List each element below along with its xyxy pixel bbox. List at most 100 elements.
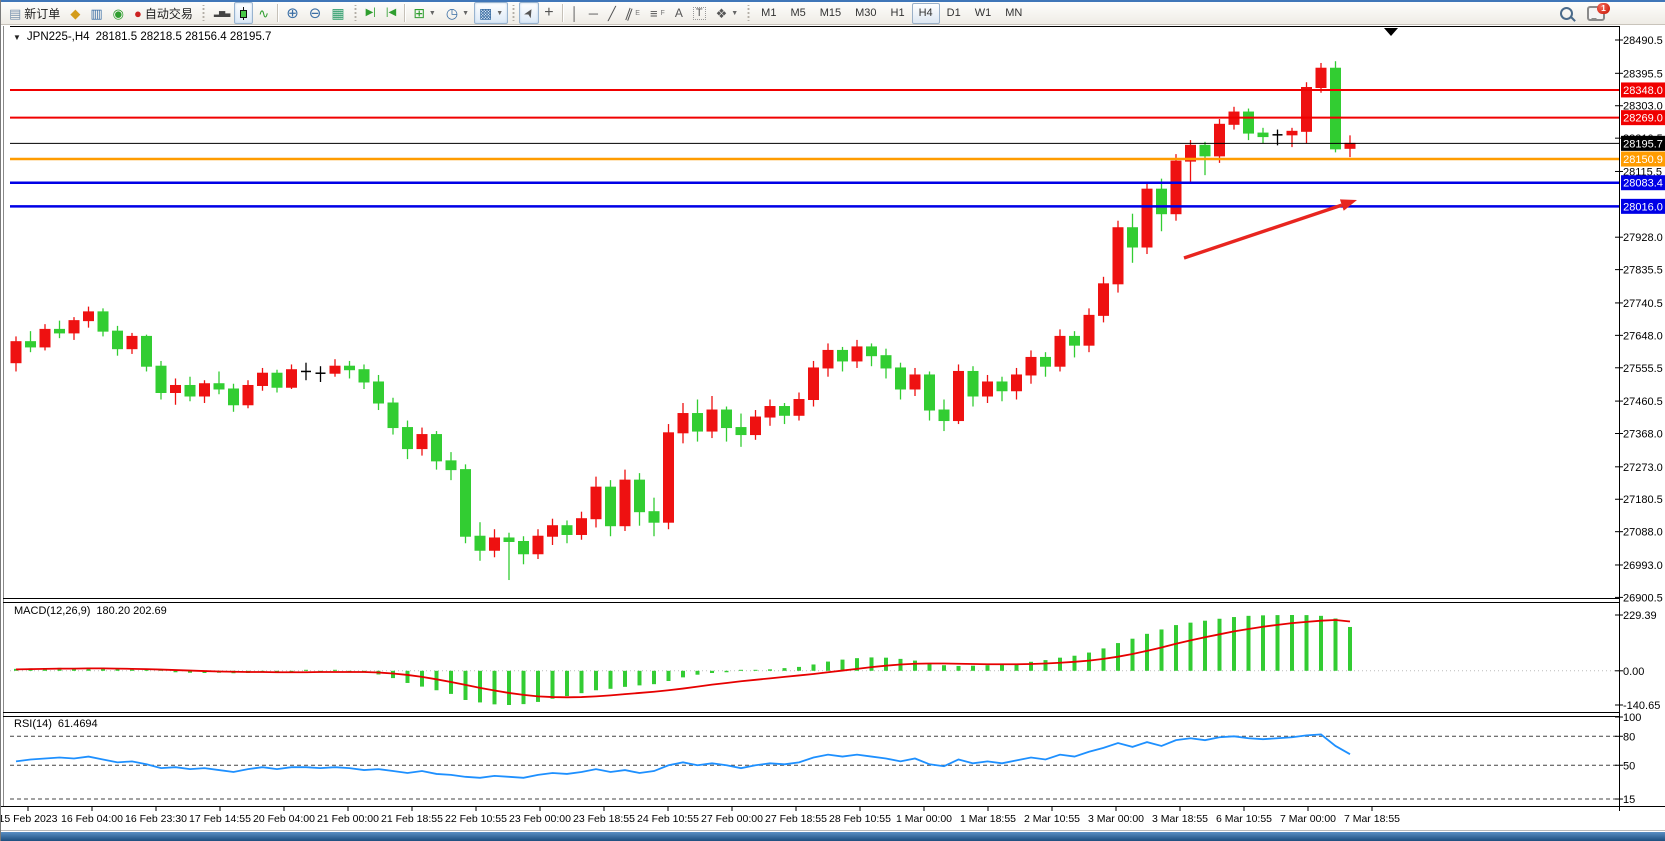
svg-text:28269.0: 28269.0 [1623,113,1663,125]
svg-text:1 Mar 18:55: 1 Mar 18:55 [960,813,1016,825]
crosshair-icon: + [544,4,554,21]
horizontal-line-button[interactable]: ─ [584,2,603,24]
macd-axis[interactable]: 229.39 0.00 -140.65 [1615,610,1660,712]
new-order-label: 新订单 [24,6,61,21]
svg-text:23 Feb 18:55: 23 Feb 18:55 [573,813,635,825]
signals-icon: ◉ [112,5,124,21]
autotrading-button[interactable]: ● 自动交易 [129,2,198,24]
svg-text:21 Feb 00:00: 21 Feb 00:00 [317,813,379,825]
signals-button[interactable]: ◉ [108,2,129,24]
chart-shift-button[interactable]: |◀ [381,2,401,24]
vertical-line-button[interactable]: │ [566,2,584,24]
svg-text:0.00: 0.00 [1623,666,1644,678]
rsi-name-label: RSI(14) [14,718,52,730]
candlestick-chart-icon [239,6,248,20]
svg-text:80: 80 [1623,731,1635,743]
zoom-in-button[interactable]: ⊕ [281,2,304,24]
svg-text:7 Mar 18:55: 7 Mar 18:55 [1344,813,1400,825]
svg-text:3 Mar 18:55: 3 Mar 18:55 [1152,813,1208,825]
svg-text:15 Feb 2023: 15 Feb 2023 [1,813,58,825]
rsi-panel [10,733,1619,800]
templates-button[interactable]: ▩ ▼ [474,2,509,24]
auto-scroll-icon: ▶| [365,7,376,18]
periods-button[interactable]: ◷ ▼ [441,2,474,24]
timeframe-h1[interactable]: H1 [890,7,905,19]
svg-text:50: 50 [1623,760,1635,772]
macd-values-label: 180.20 202.69 [96,605,167,617]
toolbar-drag-handle[interactable] [746,5,752,21]
new-chart-button[interactable]: ⊞ ▼ [408,2,441,24]
panel-borders [1,26,1665,831]
tile-windows-button[interactable]: ▦ [326,2,349,24]
price-axis[interactable]: 28490.528395.528303.028210.528115.527928… [1615,35,1663,604]
text-button[interactable]: A [670,2,688,24]
chart-shift-marker[interactable] [1384,28,1398,36]
tile-windows-icon: ▦ [331,5,345,21]
text-icon: A [674,6,683,20]
level-lines[interactable] [10,88,1619,208]
line-chart-icon: ∿ [258,5,270,21]
timeframe-h4[interactable]: H4 [911,2,940,24]
svg-text:100: 100 [1623,712,1641,724]
toolbar-drag-handle[interactable] [200,5,206,21]
svg-text:20 Feb 04:00: 20 Feb 04:00 [253,813,315,825]
line-chart-button[interactable]: ∿ [253,2,274,24]
zoom-out-button[interactable]: ⊖ [304,2,327,24]
search-icon[interactable] [1560,6,1573,20]
collapse-chart-icon[interactable]: ▼ [13,32,21,42]
timeframe-m1[interactable]: M1 [761,7,777,19]
cursor-icon: ➤ [520,5,538,21]
crosshair-button[interactable]: + [539,2,558,24]
svg-text:2 Mar 10:55: 2 Mar 10:55 [1024,813,1080,825]
svg-text:27928.0: 27928.0 [1623,232,1663,244]
svg-text:21 Feb 18:55: 21 Feb 18:55 [381,813,443,825]
bar-chart-button[interactable]: ▂▅▃ [209,2,234,24]
svg-text:16 Feb 04:00: 16 Feb 04:00 [61,813,123,825]
timeframe-m5[interactable]: M5 [790,7,806,19]
svg-text:17 Feb 14:55: 17 Feb 14:55 [189,813,251,825]
new-chart-icon: ⊞ [413,5,425,21]
trend-arrow[interactable] [1183,199,1357,260]
timeframe-m30[interactable]: M30 [855,7,877,19]
svg-text:6 Mar 10:55: 6 Mar 10:55 [1216,813,1272,825]
data-window-button[interactable]: ▥ [85,2,107,24]
svg-text:27368.0: 27368.0 [1623,429,1663,441]
fibonacci-button[interactable]: ≡ F [645,2,670,24]
market-watch-button[interactable]: ◆ [65,2,85,24]
candlestick-chart-button[interactable] [234,2,254,24]
svg-text:28150.9: 28150.9 [1623,154,1663,166]
price-badges: 28348.0 28269.0 28150.9 28083.4 28016.0 28195… [1621,82,1665,214]
timeframe-m15[interactable]: M15 [819,7,842,19]
timeframe-d1[interactable]: D1 [946,7,961,19]
notifications-icon[interactable]: 1 [1587,2,1610,21]
svg-text:27740.5: 27740.5 [1623,298,1663,310]
svg-text:24 Feb 10:55: 24 Feb 10:55 [637,813,699,825]
cursor-button[interactable]: ➤ [519,2,540,24]
rsi-axis[interactable]: 100 80 50 15 [1615,712,1641,806]
svg-text:27555.5: 27555.5 [1623,363,1663,375]
timeframe-mn[interactable]: MN [1005,7,1023,19]
toolbar-separator [561,4,563,22]
chart-shift-icon: |◀ [385,7,397,18]
svg-text:26900.5: 26900.5 [1623,592,1663,604]
timeframe-w1[interactable]: W1 [974,7,992,19]
svg-text:28395.5: 28395.5 [1623,68,1663,80]
text-label-button[interactable]: T [688,2,711,24]
trendline-button[interactable]: ╱ [603,2,621,24]
svg-text:7 Mar 00:00: 7 Mar 00:00 [1280,813,1336,825]
svg-text:28083.4: 28083.4 [1623,178,1663,190]
arrows-button[interactable]: ❖ ▼ [711,2,744,24]
auto-scroll-button[interactable]: ▶| [361,2,381,24]
chevron-down-icon: ▼ [496,9,504,17]
new-order-button[interactable]: ▤ 新订单 [4,2,65,24]
time-axis[interactable]: 15 Feb 2023 16 Feb 04:00 16 Feb 23:30 17 Fe… [1,806,1400,825]
ohlc-values-label: 28181.5 28218.5 28156.4 28195.7 [95,31,272,43]
toolbar-drag-handle[interactable] [511,5,517,21]
autotrading-icon: ● [133,5,142,21]
data-window-icon: ▥ [90,5,103,21]
toolbar-drag-handle[interactable] [352,5,358,21]
channel-button[interactable]: ∥ E [621,2,645,24]
svg-text:27 Feb 00:00: 27 Feb 00:00 [701,813,763,825]
svg-text:28348.0: 28348.0 [1623,85,1663,97]
